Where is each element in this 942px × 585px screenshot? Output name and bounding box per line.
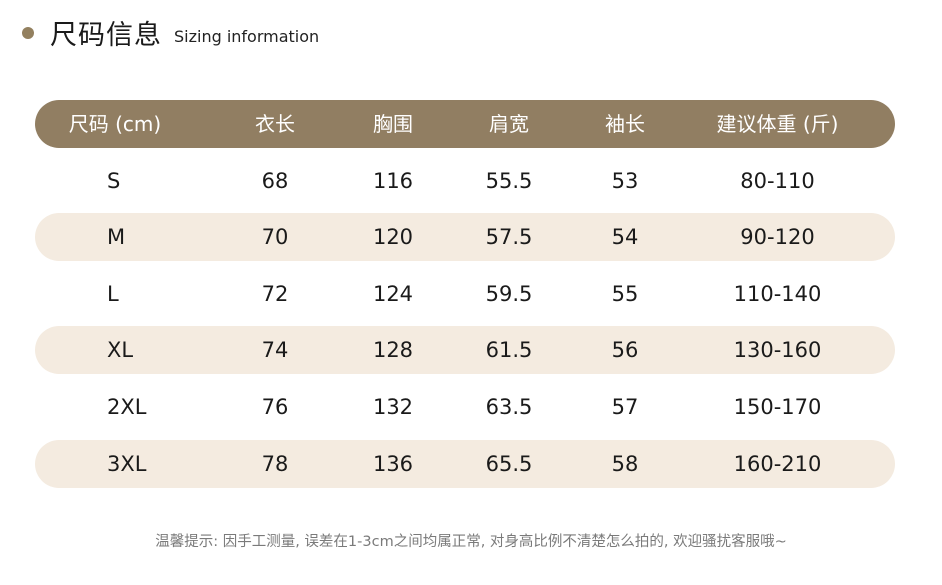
table-cell: 70	[261, 225, 289, 250]
table-row: L 72 124 59.5 55 110-140	[35, 270, 895, 318]
bullet-dot-icon	[22, 27, 34, 39]
table-cell: 76	[261, 394, 289, 419]
table-cell: 55.5	[485, 168, 533, 193]
column-header: 建议体重 (斤)	[716, 112, 839, 136]
title-english: Sizing information	[174, 26, 320, 46]
table-cell: 61.5	[485, 338, 533, 363]
column-header: 胸围	[373, 112, 413, 136]
title-chinese: 尺码信息	[50, 19, 162, 51]
table-cell: 160-210	[733, 451, 822, 476]
table-cell: 78	[261, 451, 289, 476]
table-header-row: 尺码 (cm) 衣长 胸围 肩宽 袖长 建议体重 (斤)	[35, 100, 895, 148]
table-cell: 3XL	[107, 451, 147, 476]
section-title: 尺码信息 Sizing information	[22, 12, 319, 52]
table-cell: 63.5	[485, 394, 533, 419]
table-cell: 56	[611, 338, 639, 363]
table-cell: 132	[372, 394, 414, 419]
table-cell: 2XL	[107, 394, 147, 419]
table-cell: 68	[261, 168, 289, 193]
table-row: S 68 116 55.5 53 80-110	[35, 157, 895, 205]
table-cell: 120	[372, 225, 414, 250]
table-row: M 70 120 57.5 54 90-120	[35, 213, 895, 262]
table-row: 3XL 78 136 65.5 58 160-210	[35, 439, 895, 488]
measurement-note: 温馨提示: 因手工测量, 误差在1-3cm之间均属正常, 对身高比例不清楚怎么拍…	[155, 534, 787, 550]
table-cell: 58	[611, 451, 639, 476]
column-header: 肩宽	[489, 112, 529, 136]
table-cell: 130-160	[733, 338, 822, 363]
table-cell: S	[107, 168, 121, 193]
table-cell: 57.5	[485, 225, 533, 250]
table-cell: 124	[372, 281, 414, 306]
table-row: XL 74 128 61.5 56 130-160	[35, 326, 895, 375]
table-cell: 59.5	[485, 281, 533, 306]
table-cell: 74	[261, 338, 289, 363]
table-cell: 90-120	[740, 225, 815, 250]
table-cell: XL	[107, 338, 134, 363]
table-cell: 136	[372, 451, 414, 476]
size-table: 尺码 (cm) 衣长 胸围 肩宽 袖长 建议体重 (斤) S 68 116 55…	[35, 100, 895, 496]
table-cell: 80-110	[740, 168, 815, 193]
table-cell: 128	[372, 338, 414, 363]
table-cell: 65.5	[485, 451, 533, 476]
table-cell: 116	[372, 168, 414, 193]
table-cell: 150-170	[733, 394, 822, 419]
table-cell: 55	[611, 281, 639, 306]
table-cell: 57	[611, 394, 639, 419]
table-cell: 110-140	[733, 281, 822, 306]
table-cell: M	[107, 225, 126, 250]
table-cell: 53	[611, 168, 639, 193]
table-row: 2XL 76 132 63.5 57 150-170	[35, 383, 895, 431]
table-cell: 72	[261, 281, 289, 306]
column-header: 尺码 (cm)	[68, 112, 162, 136]
column-header: 衣长	[255, 112, 295, 136]
table-cell: L	[107, 281, 119, 306]
column-header: 袖长	[605, 112, 645, 136]
table-cell: 54	[611, 225, 639, 250]
